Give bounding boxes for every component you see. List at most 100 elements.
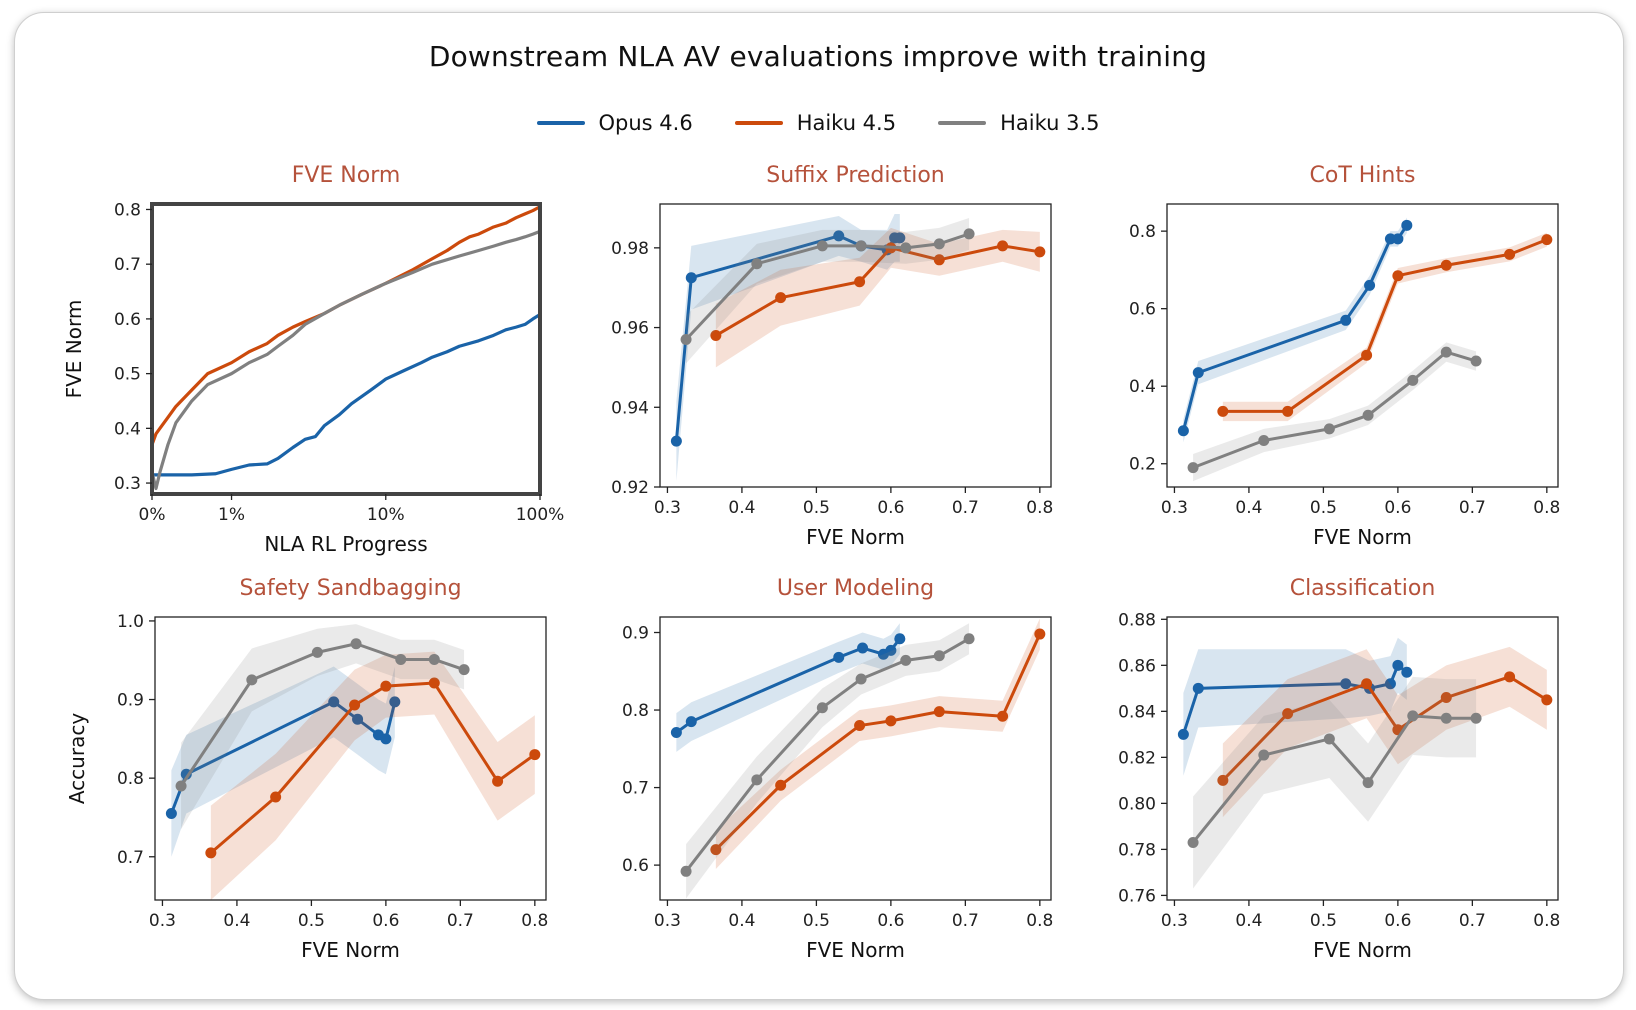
point-haiku-3-5 [246, 674, 258, 686]
point-opus-4-6 [857, 642, 869, 654]
point-opus-4-6 [1192, 682, 1204, 694]
point-opus-4-6 [885, 644, 897, 656]
point-haiku-3-5 [751, 774, 763, 786]
point-haiku-4-5 [933, 706, 945, 718]
x-tick-label: 0.5 [1310, 911, 1337, 931]
y-tick-label: 1.0 [117, 612, 144, 632]
band-opus-4-6 [171, 666, 395, 857]
y-tick-label: 0.7 [622, 779, 649, 799]
point-haiku-3-5 [1407, 374, 1419, 386]
panel-class: 0.3 0.4 0.5 0.6 0.7 0.8 0.76 0.78 0.80 0.82 0.84 0.… [1118, 576, 1560, 962]
frame-fve [150, 202, 542, 496]
point-opus-4-6 [352, 713, 364, 725]
point-haiku-3-5 [458, 664, 470, 676]
y-tick-label: 0.98 [611, 239, 649, 259]
panel-user: 0.3 0.4 0.5 0.6 0.7 0.8 0.6 0.7 0.8 0.9 User Model… [622, 576, 1053, 962]
point-haiku-3-5 [1323, 423, 1335, 435]
y-tick-label: 0.96 [611, 319, 649, 339]
x-axis-label: FVE Norm [806, 525, 905, 549]
x-tick-label: 0.4 [728, 911, 755, 931]
plot-area-class [1177, 637, 1553, 889]
x-axis-label: FVE Norm [806, 938, 905, 962]
point-haiku-3-5 [350, 638, 362, 650]
y-axis-label: Accuracy [65, 713, 89, 804]
point-haiku-4-5 [1504, 671, 1516, 683]
x-tick-label: 0.6 [1384, 498, 1411, 518]
frame-cot [1166, 203, 1559, 488]
y-tick-label: 0.8 [114, 200, 141, 220]
y-axis-label: FVE Norm [62, 300, 86, 399]
plot-area-cot [1177, 217, 1553, 482]
frame-suffix [659, 203, 1052, 488]
point-opus-4-6 [685, 272, 697, 284]
point-opus-4-6 [1340, 314, 1352, 326]
point-haiku-4-5 [997, 710, 1009, 722]
y-tick-label: 0.6 [622, 856, 649, 876]
point-opus-4-6 [1177, 425, 1189, 437]
point-opus-4-6 [1392, 659, 1404, 671]
y-tick-label: 0.9 [622, 624, 649, 644]
point-haiku-4-5 [349, 699, 361, 711]
panel-fve: 0% 1% 10% 100% 0.3 0.4 0.5 0.6 0.7 0.8 FVE Norm NLA… [62, 163, 564, 556]
y-tick-label: 0.86 [1118, 656, 1156, 676]
x-tick-label: 0.3 [1161, 498, 1188, 518]
point-opus-4-6 [1192, 367, 1204, 379]
point-haiku-3-5 [933, 238, 945, 250]
plot-area-fve [152, 205, 540, 491]
point-haiku-4-5 [854, 276, 866, 288]
y-tick-label: 0.7 [114, 255, 141, 275]
x-tick-label: 0.8 [1533, 498, 1560, 518]
plot-area-suffix [670, 213, 1046, 482]
x-tick-label: 0.4 [1235, 498, 1262, 518]
point-haiku-3-5 [900, 242, 912, 254]
point-haiku-4-5 [1361, 678, 1373, 690]
point-haiku-4-5 [1504, 248, 1516, 260]
band-opus-4-6 [676, 213, 900, 482]
x-tick-label: 0.5 [298, 911, 325, 931]
x-tick-label: 0.6 [877, 498, 904, 518]
point-haiku-3-5 [963, 228, 975, 240]
point-haiku-3-5 [855, 240, 867, 252]
point-opus-4-6 [894, 232, 906, 244]
y-tick-label: 0.2 [1129, 455, 1156, 475]
x-tick-label: 0.3 [149, 911, 176, 931]
point-haiku-3-5 [1362, 409, 1374, 421]
point-haiku-3-5 [933, 650, 945, 662]
point-haiku-4-5 [1440, 259, 1452, 271]
x-tick-label: 0.5 [1310, 498, 1337, 518]
legend: Opus 4.6 Haiku 4.5 Haiku 3.5 [0, 108, 1636, 138]
panel-title: User Modeling [777, 576, 934, 601]
legend-label-haiku35: Haiku 3.5 [1000, 111, 1100, 135]
plot-area-user [670, 618, 1046, 899]
point-opus-4-6 [670, 435, 682, 447]
point-haiku-4-5 [1440, 692, 1452, 704]
x-tick-label: 0.7 [1459, 911, 1486, 931]
panel-safety: 0.3 0.4 0.5 0.6 0.7 0.8 0.7 0.8 0.9 1.0 Safety San… [65, 576, 548, 962]
frame-class [1166, 616, 1559, 901]
y-tick-label: 0.76 [1118, 886, 1156, 906]
point-haiku-3-5 [1187, 462, 1199, 474]
point-haiku-3-5 [428, 653, 440, 665]
point-haiku-4-5 [529, 749, 541, 761]
panel-title: Classification [1290, 576, 1436, 601]
x-tick-label: 0.8 [1533, 911, 1560, 931]
x-tick-label: 0.4 [728, 498, 755, 518]
point-haiku-3-5 [1470, 355, 1482, 367]
point-opus-4-6 [670, 727, 682, 739]
point-opus-4-6 [833, 230, 845, 242]
y-tick-label: 0.92 [611, 478, 649, 498]
x-tick-label: 0.5 [803, 498, 830, 518]
x-tick-label: 1% [218, 505, 245, 525]
point-haiku-4-5 [270, 791, 282, 803]
point-haiku-3-5 [900, 654, 912, 666]
x-axis-label: FVE Norm [1313, 938, 1412, 962]
x-tick-label: 0.3 [654, 911, 681, 931]
panel-cot: 0.3 0.4 0.5 0.6 0.7 0.8 0.2 0.4 0.6 0.8 CoT Hints F… [1129, 163, 1560, 549]
point-opus-4-6 [1340, 678, 1352, 690]
point-haiku-3-5 [1470, 712, 1482, 724]
panel-title: Safety Sandbagging [239, 576, 461, 601]
legend-swatch-opus [536, 121, 585, 125]
point-haiku-4-5 [997, 240, 1009, 252]
panel-title: Suffix Prediction [766, 163, 944, 188]
x-axis-label: FVE Norm [1313, 525, 1412, 549]
